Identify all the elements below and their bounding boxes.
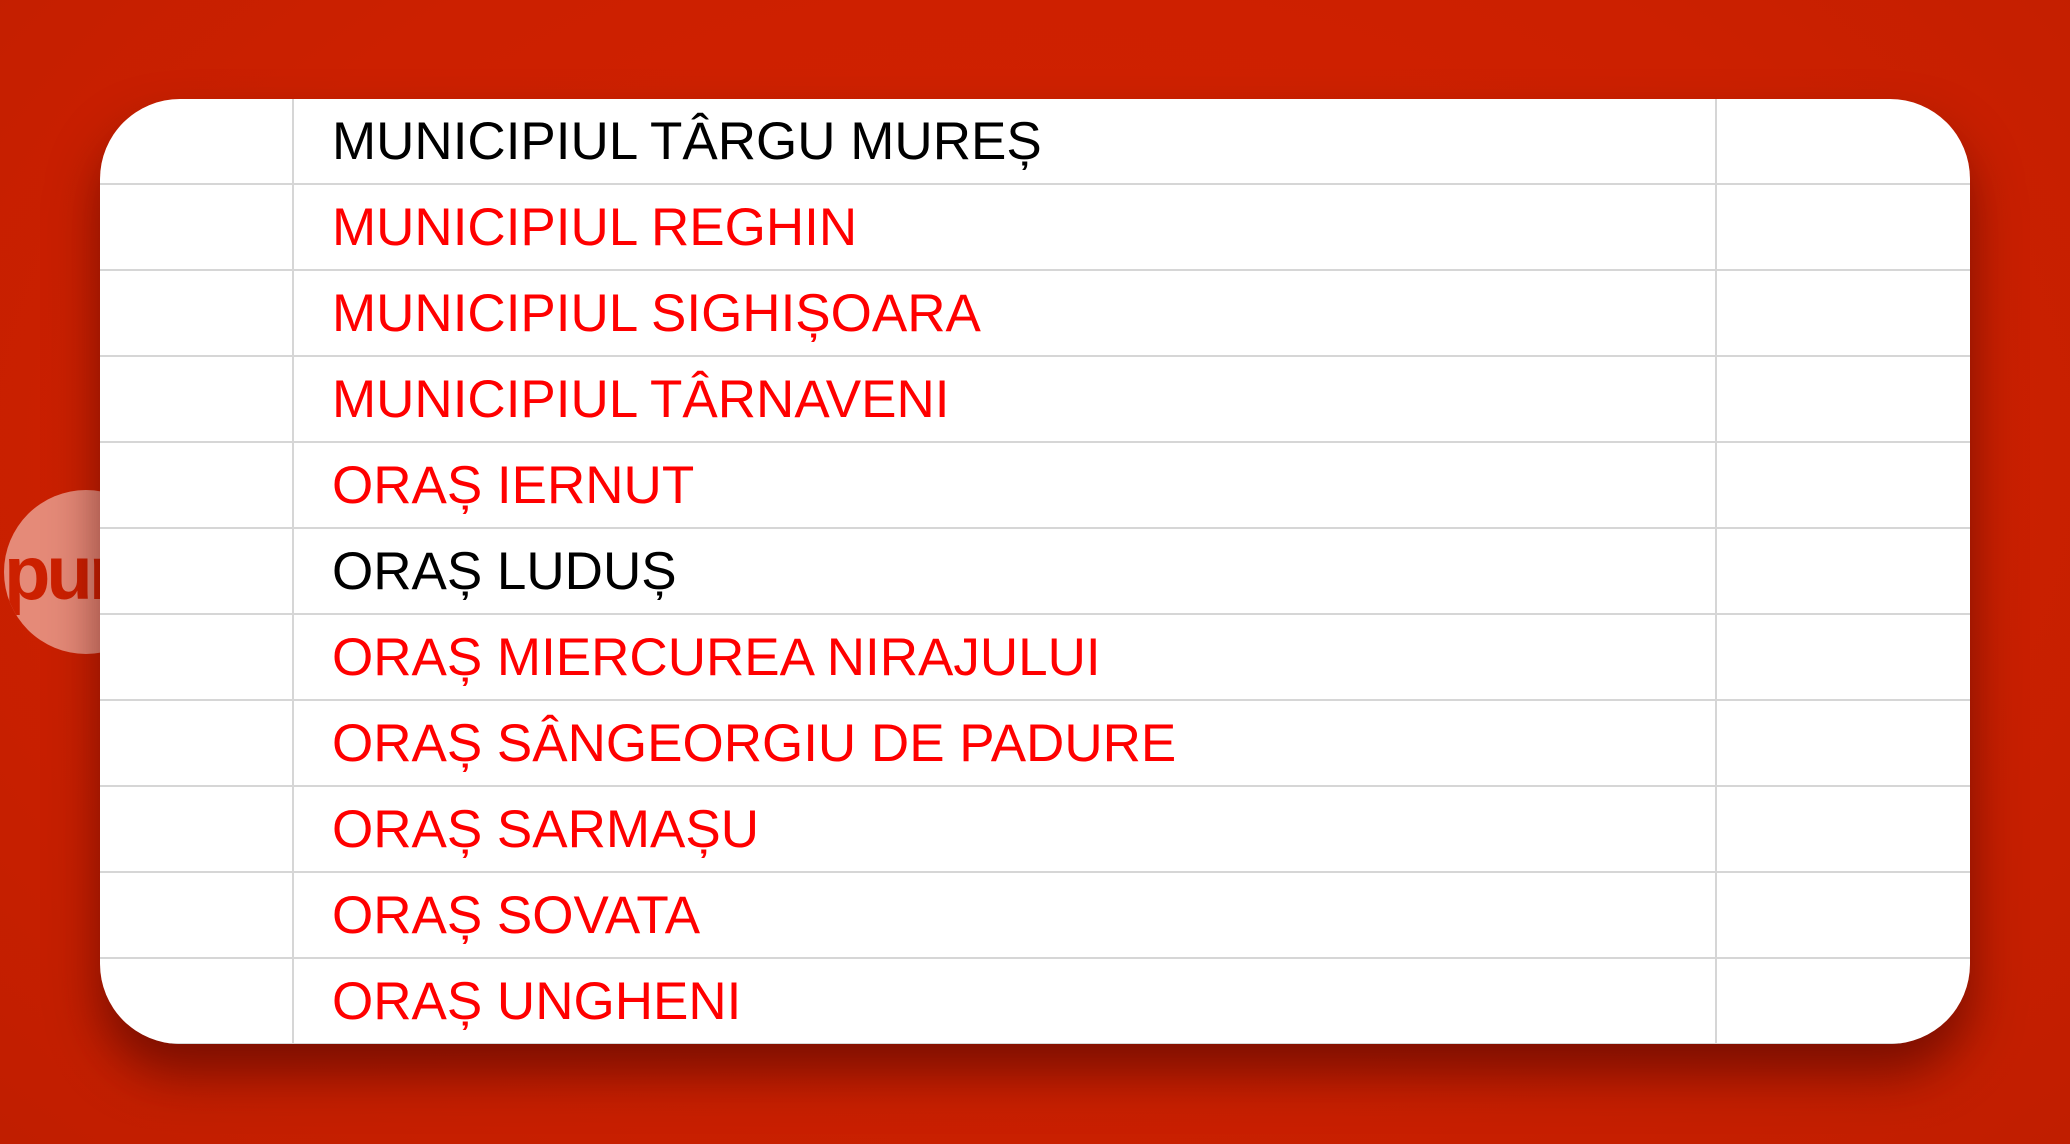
locality-name-cell[interactable]: MUNICIPIUL REGHIN	[332, 198, 858, 257]
column-divider	[1715, 99, 1717, 1044]
locality-name-cell[interactable]: MUNICIPIUL TÂRGU MUREȘ	[332, 112, 1042, 171]
table-row: ORAȘ SOVATA	[100, 873, 1970, 959]
table-row: MUNICIPIUL TÂRGU MUREȘ	[100, 99, 1970, 185]
table-row: ORAȘ SÂNGEORGIU DE PADURE	[100, 701, 1970, 787]
table-row: ORAȘ LUDUȘ	[100, 529, 1970, 615]
table-row: ORAȘ MIERCUREA NIRAJULUI	[100, 615, 1970, 701]
table-row: MUNICIPIUL TÂRNAVENI	[100, 357, 1970, 443]
spreadsheet-table: ORAȘ UNGHENI ORAȘ SOVATA ORAȘ SARMAȘU ORAȘ …	[100, 99, 1970, 1044]
column-divider	[292, 99, 294, 1044]
locality-name-cell[interactable]: ORAȘ SARMAȘU	[332, 800, 760, 859]
table-row: ORAȘ SARMAȘU	[100, 787, 1970, 873]
locality-name-cell[interactable]: MUNICIPIUL TÂRNAVENI	[332, 370, 950, 429]
locality-name-cell[interactable]: ORAȘ LUDUȘ	[332, 542, 677, 601]
locality-name-cell[interactable]: ORAȘ MIERCUREA NIRAJULUI	[332, 628, 1101, 687]
table-row: MUNICIPIUL REGHIN	[100, 185, 1970, 271]
locality-name-cell[interactable]: MUNICIPIUL SIGHIȘOARA	[332, 284, 981, 343]
locality-name-cell[interactable]: ORAȘ IERNUT	[332, 456, 695, 515]
table-row: ORAȘ UNGHENI	[100, 959, 1970, 1044]
locality-name-cell[interactable]: ORAȘ UNGHENI	[332, 972, 742, 1031]
locality-name-cell[interactable]: ORAȘ SÂNGEORGIU DE PADURE	[332, 714, 1177, 773]
table-row: MUNICIPIUL SIGHIȘOARA	[100, 271, 1970, 357]
table-row: ORAȘ IERNUT	[100, 443, 1970, 529]
locality-name-cell[interactable]: ORAȘ SOVATA	[332, 886, 701, 945]
